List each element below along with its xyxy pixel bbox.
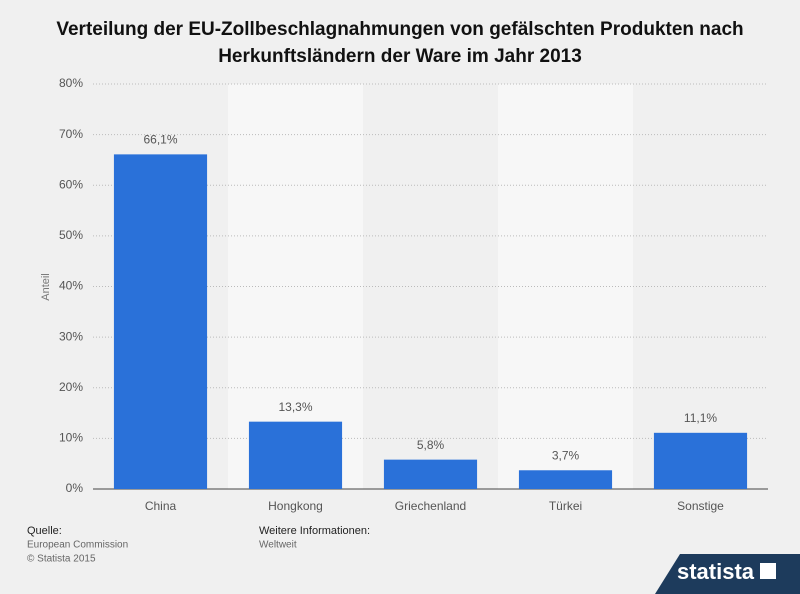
chart-title: Verteilung der EU-Zollbeschlagnahmungen …	[56, 19, 743, 40]
data-label: 66,1%	[143, 133, 177, 147]
data-label: 3,7%	[552, 448, 580, 462]
y-tick-label: 50%	[59, 228, 83, 242]
data-label: 5,8%	[417, 438, 445, 452]
logo-icon	[760, 563, 776, 579]
x-tick-label: China	[145, 499, 177, 513]
bar	[383, 459, 478, 489]
bar	[248, 421, 343, 489]
data-label: 13,3%	[278, 400, 312, 414]
y-tick-label: 60%	[59, 177, 83, 191]
logo: statista	[677, 559, 755, 584]
x-tick-label: Griechenland	[395, 499, 466, 513]
source-label: Quelle:	[27, 525, 62, 537]
y-tick-label: 70%	[59, 127, 83, 141]
y-tick-label: 0%	[66, 481, 84, 495]
y-tick-label: 40%	[59, 279, 83, 293]
info: Weltweit	[259, 540, 297, 551]
bar	[653, 432, 748, 489]
source: European Commission	[27, 540, 128, 551]
chart-subtitle: Herkunftsländern der Ware im Jahr 2013	[218, 46, 582, 67]
y-tick-label: 30%	[59, 329, 83, 343]
x-tick-label: Sonstige	[677, 499, 724, 513]
band-background	[228, 84, 363, 489]
info-label: Weitere Informationen:	[259, 525, 370, 537]
x-tick-label: Hongkong	[268, 499, 323, 513]
y-axis-label: Anteil	[40, 273, 52, 301]
copyright: © Statista 2015	[27, 554, 96, 565]
x-tick-label: Türkei	[549, 499, 582, 513]
data-label: 11,1%	[684, 411, 717, 425]
y-tick-label: 80%	[59, 76, 83, 90]
bar	[518, 470, 613, 489]
y-tick-label: 20%	[59, 380, 83, 394]
bar	[113, 154, 208, 489]
y-tick-label: 10%	[59, 431, 83, 445]
band-background	[498, 84, 633, 489]
